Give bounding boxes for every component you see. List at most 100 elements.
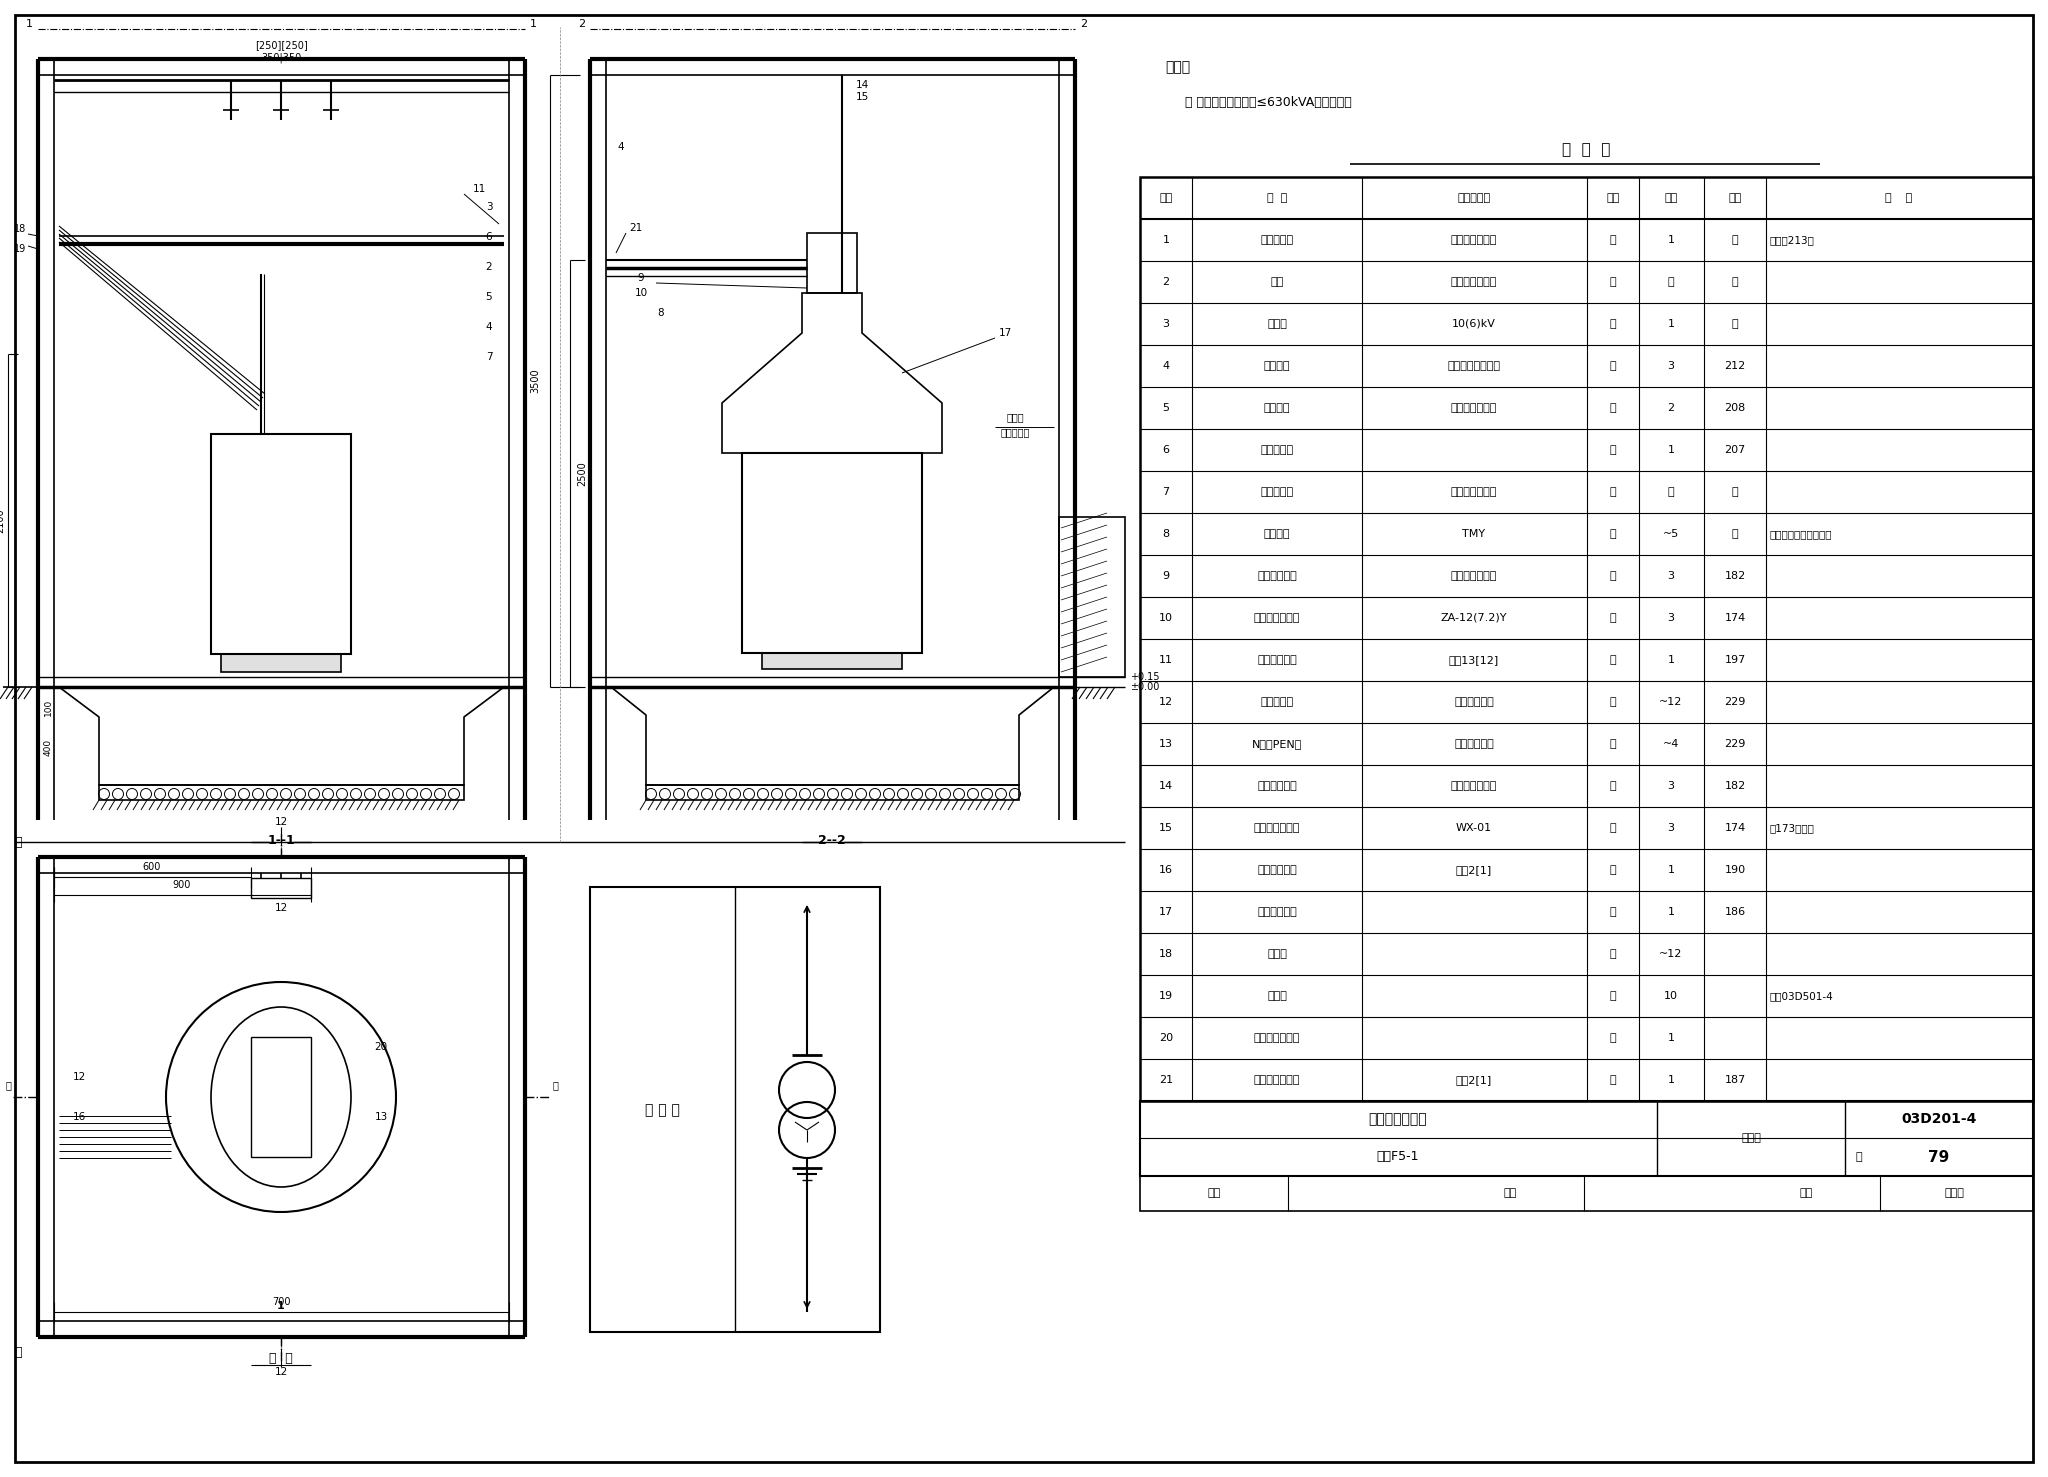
Text: 15: 15	[1159, 823, 1174, 833]
Text: 12: 12	[1159, 697, 1174, 707]
Text: 190: 190	[1724, 866, 1745, 874]
Text: 型式2[1]: 型式2[1]	[1456, 1075, 1493, 1086]
Text: 13: 13	[375, 1112, 387, 1123]
Text: 3: 3	[1667, 360, 1675, 371]
Text: 208: 208	[1724, 403, 1745, 414]
Text: 个: 个	[1610, 654, 1616, 665]
Text: 182: 182	[1724, 781, 1745, 792]
Text: 20: 20	[1159, 1032, 1174, 1043]
Text: 低压相母线: 低压相母线	[1260, 697, 1294, 707]
Text: 9: 9	[637, 273, 645, 284]
Text: 型式13[12]: 型式13[12]	[1448, 654, 1499, 665]
Text: 电缆: 电缆	[1270, 278, 1284, 287]
Text: 20: 20	[375, 1041, 387, 1052]
Text: 米: 米	[1610, 950, 1616, 959]
Text: －: －	[1667, 278, 1675, 287]
Bar	[252, 877, 311, 898]
Text: 高压支柱绝缘子: 高压支柱绝缘子	[1253, 613, 1300, 623]
Text: 接线端子: 接线端子	[1264, 360, 1290, 371]
Text: 序号: 序号	[1159, 193, 1174, 202]
Text: 1: 1	[1667, 1075, 1675, 1086]
Text: 审核: 审核	[1208, 1188, 1221, 1198]
Text: 低压母线夹具: 低压母线夹具	[1257, 781, 1296, 792]
Text: 台: 台	[1610, 235, 1616, 245]
Text: 5: 5	[1163, 403, 1169, 414]
Text: 高压母线: 高压母线	[1264, 529, 1290, 539]
Text: 3: 3	[485, 202, 492, 213]
Text: 个: 个	[1610, 866, 1616, 874]
Text: 型式2[1]: 型式2[1]	[1456, 866, 1493, 874]
Text: 图集号: 图集号	[1741, 1133, 1761, 1143]
Text: －: －	[1733, 487, 1739, 496]
Text: 见附录（四）: 见附录（四）	[1454, 697, 1493, 707]
Text: 低压母线穿墙板: 低压母线穿墙板	[1253, 1075, 1300, 1086]
Text: 1: 1	[1163, 235, 1169, 245]
Text: 1: 1	[1667, 1032, 1675, 1043]
Text: 18: 18	[1159, 950, 1174, 959]
Bar	[1141, 1100, 2034, 1176]
Text: －: －	[1733, 278, 1739, 287]
Text: ［ ］内数字用于容量≤630kVA的变压器。: ［ ］内数字用于容量≤630kVA的变压器。	[1186, 96, 1352, 108]
Text: 参见03D501-4: 参见03D501-4	[1769, 991, 1833, 1001]
Text: 电缆头支架: 电缆头支架	[1260, 445, 1294, 455]
Bar	[211, 434, 350, 654]
Text: 由工程设计确定: 由工程设计确定	[1450, 487, 1497, 496]
Text: 2: 2	[578, 19, 586, 30]
Text: 100: 100	[43, 699, 53, 716]
Text: 12: 12	[274, 817, 287, 827]
Text: 187: 187	[1724, 1075, 1745, 1086]
Text: 套: 套	[1610, 1075, 1616, 1086]
Text: 1: 1	[1667, 445, 1675, 455]
Text: 900: 900	[172, 880, 190, 891]
Text: 临时接地接线柱: 临时接地接线柱	[1253, 1032, 1300, 1043]
Text: 个: 个	[1610, 1032, 1616, 1043]
Text: 至接地装置: 至接地装置	[999, 427, 1030, 437]
Text: 10: 10	[1663, 991, 1677, 1001]
Text: 3: 3	[1667, 781, 1675, 792]
Text: 400: 400	[43, 738, 53, 756]
Bar	[252, 1037, 311, 1156]
Text: 21: 21	[629, 223, 643, 233]
Text: 2100: 2100	[0, 508, 4, 533]
Text: 固定钩: 固定钩	[1268, 991, 1286, 1001]
Text: 3: 3	[1667, 823, 1675, 833]
Text: 1: 1	[1667, 907, 1675, 917]
Text: 明  细  表: 明 细 表	[1563, 142, 1610, 158]
Text: 12: 12	[274, 902, 287, 913]
Text: 7: 7	[1163, 487, 1169, 496]
Bar	[741, 453, 922, 653]
Bar	[645, 784, 1020, 801]
Bar	[1141, 1176, 2034, 1211]
Text: 页: 页	[1855, 1152, 1862, 1162]
Text: 3: 3	[1667, 613, 1675, 623]
Text: 10(6)kV: 10(6)kV	[1452, 319, 1495, 329]
Text: 设计: 设计	[1800, 1188, 1812, 1198]
Text: 由工程设计确定: 由工程设计确定	[1450, 235, 1497, 245]
Bar	[221, 654, 342, 672]
Text: 接地线: 接地线	[1006, 412, 1024, 422]
Text: WX-01: WX-01	[1456, 823, 1493, 833]
Text: 12: 12	[72, 1072, 86, 1083]
Text: 174: 174	[1724, 823, 1745, 833]
Text: 4: 4	[1163, 360, 1169, 371]
Text: ~12: ~12	[1659, 950, 1683, 959]
Bar	[1059, 517, 1124, 676]
Text: 电力变压器: 电力变压器	[1260, 235, 1294, 245]
Text: 付: 付	[1610, 572, 1616, 580]
Text: 3: 3	[1163, 319, 1169, 329]
Text: －: －	[1733, 319, 1739, 329]
Text: 6: 6	[1163, 445, 1169, 455]
Text: 212: 212	[1724, 360, 1745, 371]
Text: 2--2: 2--2	[817, 833, 846, 846]
Text: 低压母线支架: 低压母线支架	[1257, 866, 1296, 874]
Text: 197: 197	[1724, 654, 1745, 665]
Text: 1: 1	[1667, 319, 1675, 329]
Text: 6: 6	[485, 232, 492, 242]
Text: 1: 1	[530, 19, 537, 30]
Text: 1: 1	[1667, 235, 1675, 245]
Text: 03D201-4: 03D201-4	[1901, 1112, 1976, 1125]
Text: 10: 10	[635, 288, 647, 298]
Text: 3: 3	[1667, 572, 1675, 580]
Text: 沈加艳: 沈加艳	[1944, 1188, 1964, 1198]
Text: 说明：: 说明：	[1165, 61, 1190, 74]
